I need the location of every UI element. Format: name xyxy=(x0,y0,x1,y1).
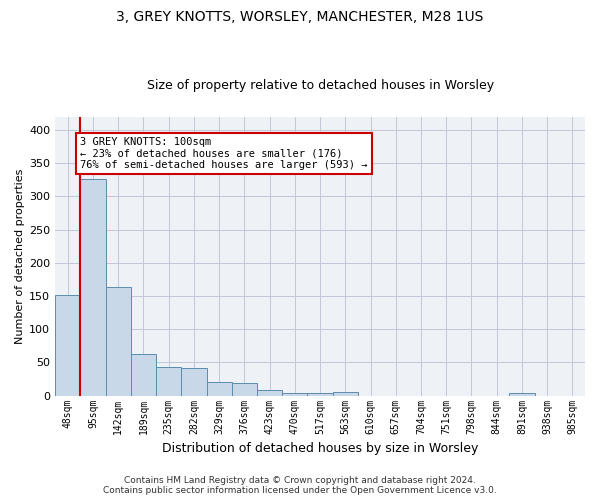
Bar xyxy=(332,392,358,396)
Bar xyxy=(55,296,80,396)
Bar xyxy=(232,383,257,396)
Bar xyxy=(257,390,282,396)
Bar xyxy=(156,367,181,396)
Text: Contains HM Land Registry data © Crown copyright and database right 2024.
Contai: Contains HM Land Registry data © Crown c… xyxy=(103,476,497,495)
Bar xyxy=(282,393,307,396)
Title: Size of property relative to detached houses in Worsley: Size of property relative to detached ho… xyxy=(146,79,494,92)
Bar xyxy=(106,288,131,396)
Bar xyxy=(206,382,232,396)
Bar xyxy=(509,393,535,396)
Text: 3, GREY KNOTTS, WORSLEY, MANCHESTER, M28 1US: 3, GREY KNOTTS, WORSLEY, MANCHESTER, M28… xyxy=(116,10,484,24)
X-axis label: Distribution of detached houses by size in Worsley: Distribution of detached houses by size … xyxy=(162,442,478,455)
Bar xyxy=(131,354,156,396)
Y-axis label: Number of detached properties: Number of detached properties xyxy=(15,168,25,344)
Bar xyxy=(307,393,332,396)
Text: 3 GREY KNOTTS: 100sqm
← 23% of detached houses are smaller (176)
76% of semi-det: 3 GREY KNOTTS: 100sqm ← 23% of detached … xyxy=(80,136,368,170)
Bar xyxy=(80,179,106,396)
Bar xyxy=(181,368,206,396)
